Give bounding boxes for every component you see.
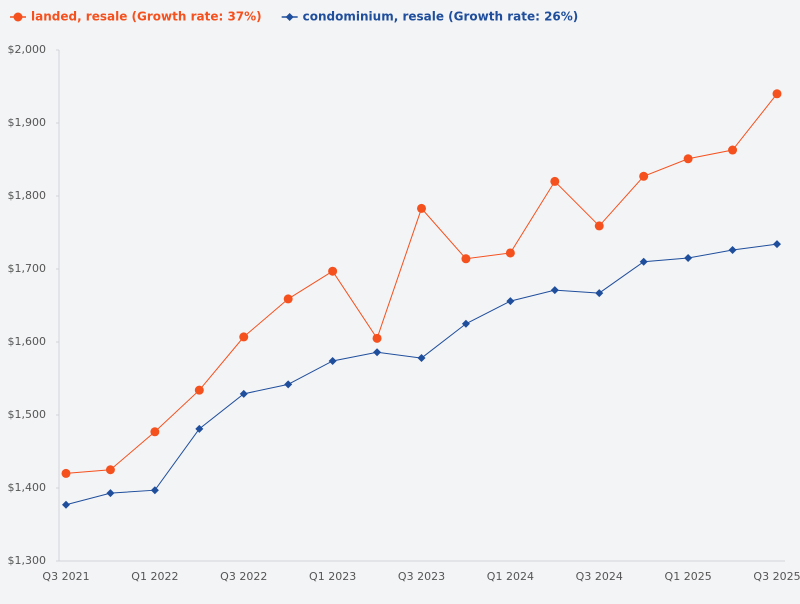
y-tick-label: $2,000 xyxy=(8,43,47,56)
point xyxy=(683,154,693,164)
legend-marker xyxy=(13,12,23,22)
point xyxy=(61,468,71,478)
y-tick-label: $1,600 xyxy=(8,335,47,348)
point xyxy=(283,294,293,304)
y-tick-label: $1,500 xyxy=(8,408,47,421)
point xyxy=(62,500,70,509)
point xyxy=(106,489,115,498)
x-tick-label: Q3 2025 xyxy=(753,570,800,583)
series-line xyxy=(65,93,778,474)
legend-text: landed, resale (Growth rate: 37%) xyxy=(31,10,262,24)
x-tick-label: Q1 2025 xyxy=(665,570,712,583)
y-tick-label: $1,800 xyxy=(8,189,47,202)
point xyxy=(595,289,604,298)
y-tick-label: $1,700 xyxy=(8,262,47,275)
point xyxy=(417,203,426,213)
point xyxy=(461,319,470,328)
y-tick-label: $1,900 xyxy=(8,116,47,129)
point xyxy=(728,145,738,155)
point xyxy=(639,257,648,266)
y-tick-label: $1,300 xyxy=(8,554,47,567)
point xyxy=(150,486,159,495)
point xyxy=(373,348,382,357)
point xyxy=(639,171,649,181)
legend-marker xyxy=(285,13,294,21)
point xyxy=(328,266,338,276)
point xyxy=(461,254,471,264)
x-tick-label: Q1 2024 xyxy=(487,570,534,583)
point xyxy=(195,424,204,433)
point xyxy=(239,389,248,398)
x-tick-label: Q1 2023 xyxy=(309,570,356,583)
x-tick-label: Q3 2023 xyxy=(398,570,445,583)
legend-text: condominium, resale (Growth rate: 26%) xyxy=(303,10,579,24)
x-tick-label: Q1 2022 xyxy=(131,570,178,583)
point xyxy=(506,297,515,306)
point xyxy=(550,176,560,186)
point xyxy=(684,254,693,263)
x-tick-label: Q3 2022 xyxy=(220,570,267,583)
point xyxy=(772,89,782,99)
point xyxy=(194,385,204,395)
point xyxy=(417,354,426,363)
point xyxy=(284,380,293,389)
point xyxy=(372,333,382,343)
x-tick-label: Q3 2024 xyxy=(576,570,623,583)
point xyxy=(328,356,337,365)
point xyxy=(105,465,115,475)
series-line xyxy=(65,243,778,506)
point xyxy=(550,286,559,295)
x-tick-label: Q3 2021 xyxy=(42,570,89,583)
point xyxy=(150,427,160,437)
point xyxy=(594,221,604,231)
point xyxy=(773,240,781,249)
point xyxy=(505,248,515,258)
point xyxy=(728,246,737,255)
y-tick-label: $1,400 xyxy=(8,481,47,494)
point xyxy=(239,332,249,342)
